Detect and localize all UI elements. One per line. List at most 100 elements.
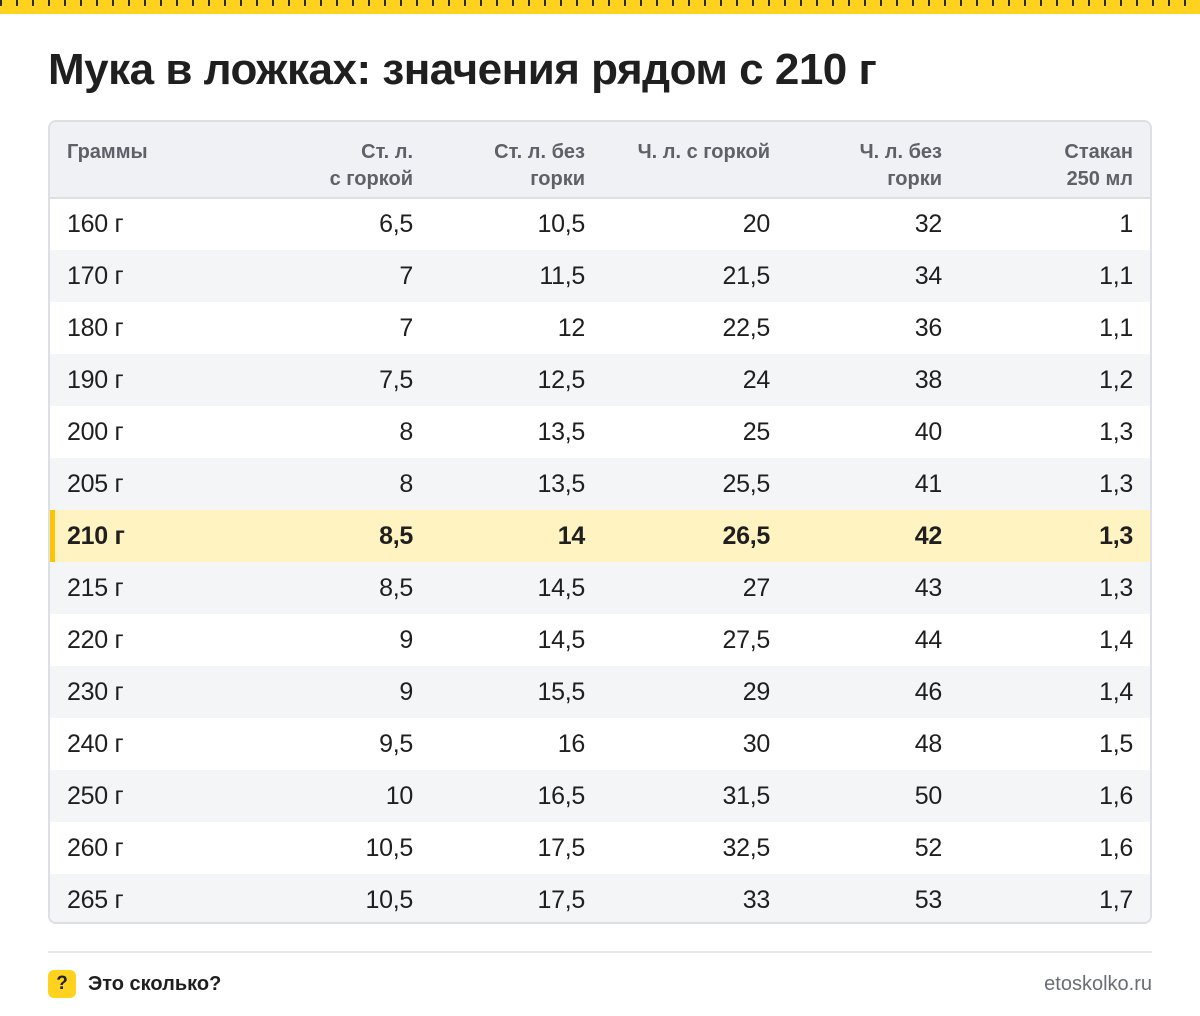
table-cell: 14,5: [537, 625, 586, 654]
page-title: Мука в ложках: значения рядом с 210 г: [48, 45, 877, 94]
table-cell: 29: [742, 677, 771, 706]
column-header: Стакан 250 мл: [1064, 141, 1133, 190]
table-cell: 40: [914, 417, 943, 446]
table-cell: 13,5: [537, 469, 586, 498]
table-body: 160 г 6,5 10,5 20 32 1 170 г 7 11,5 21,5 34 1,1 180 …: [50, 198, 1150, 922]
table-cell: 9,5: [379, 729, 413, 758]
table-cell: 16,5: [537, 781, 586, 810]
table-cell: 210 г: [50, 510, 250, 562]
table-cell: 260 г: [67, 833, 124, 862]
table-cell: 265 г: [67, 885, 124, 914]
table-row: 180 г 7 12 22,5 36 1,1: [50, 302, 1150, 354]
table-cell: 20: [742, 210, 771, 238]
column-header: Ч. л. без горки: [859, 141, 942, 190]
table-row: 240 г 9,5 16 30 48 1,5: [50, 718, 1150, 770]
question-mark-icon: ?: [48, 970, 76, 998]
table-cell: 1,1: [1099, 261, 1133, 290]
table-cell: 36: [914, 313, 943, 342]
table-cell: 200 г: [67, 417, 124, 446]
table-cell: 43: [914, 573, 943, 602]
table-cell: 32,5: [722, 833, 771, 862]
table-row: 200 г 8 13,5 25 40 1,3: [50, 406, 1150, 458]
table-cell: 1,6: [1099, 781, 1133, 810]
column-header: Граммы: [67, 141, 148, 163]
table-cell: 52: [914, 833, 943, 862]
table-cell: 1,3: [1099, 417, 1133, 446]
table-cell: 10,5: [365, 833, 414, 862]
table-cell: 30: [742, 729, 771, 758]
table-cell: 8,5: [379, 573, 413, 602]
column-header: Ч. л. с горкой: [637, 141, 770, 163]
table-cell: 34: [914, 261, 943, 290]
table-row: 265 г 10,5 17,5 33 53 1,7: [50, 874, 1150, 922]
table-cell: 8,5: [379, 521, 413, 550]
table-row: 205 г 8 13,5 25,5 41 1,3: [50, 458, 1150, 510]
table-cell: 1,4: [1099, 625, 1133, 654]
table-cell: 50: [914, 781, 943, 810]
table-row: 170 г 7 11,5 21,5 34 1,1: [50, 250, 1150, 302]
table-cell: 250 г: [67, 781, 124, 810]
table-cell: 26,5: [722, 521, 771, 550]
footer-divider: [48, 951, 1152, 953]
table-cell: 25: [742, 417, 771, 446]
conversion-table: Граммы Ст. л. с горкой Ст. л. без горки Ч. …: [48, 120, 1152, 924]
table-cell: 41: [914, 469, 943, 498]
table-cell: 42: [914, 521, 943, 550]
table-cell: 220 г: [67, 625, 124, 654]
table-cell: 48: [914, 729, 943, 758]
table-cell: 10,5: [537, 210, 586, 238]
table-cell: 33: [742, 885, 771, 914]
table-cell: 205 г: [67, 469, 124, 498]
table-cell: 215 г: [67, 573, 124, 602]
table-cell: 1,2: [1099, 365, 1133, 394]
table-cell: 8: [399, 469, 413, 498]
table-cell: 1: [1119, 210, 1133, 238]
table-cell: 31,5: [722, 781, 771, 810]
table-cell: 9: [399, 677, 413, 706]
table-cell: 12: [557, 313, 586, 342]
table-cell: 1,7: [1099, 885, 1133, 914]
table-cell: 32: [914, 210, 943, 238]
table-cell: 7: [399, 261, 413, 290]
table-cell: 38: [914, 365, 943, 394]
table-cell: 1,3: [1099, 521, 1133, 550]
table-cell: 12,5: [537, 365, 586, 394]
column-header: Ст. л. без горки: [494, 141, 585, 190]
table-row: 215 г 8,5 14,5 27 43 1,3: [50, 562, 1150, 614]
table-cell: 10: [385, 781, 414, 810]
table-cell: 46: [914, 677, 943, 706]
table-cell: 44: [914, 625, 943, 654]
table-cell: 7: [399, 313, 413, 342]
table-cell: 240 г: [67, 729, 124, 758]
ruler-decoration: [0, 0, 1200, 14]
table-cell: 1,3: [1099, 469, 1133, 498]
table-row-highlighted: 210 г 8,5 14 26,5 42 1,3: [50, 510, 1150, 562]
table-cell: 24: [742, 365, 771, 394]
table-cell: 53: [914, 885, 943, 914]
table-cell: 1,3: [1099, 573, 1133, 602]
table-cell: 14,5: [537, 573, 586, 602]
table-cell: 1,5: [1099, 729, 1133, 758]
table-cell: 10,5: [365, 885, 414, 914]
table-cell: 1,1: [1099, 313, 1133, 342]
table-cell: 25,5: [722, 469, 771, 498]
table-cell: 190 г: [67, 365, 124, 394]
table-row: 250 г 10 16,5 31,5 50 1,6: [50, 770, 1150, 822]
brand-name: Это сколько?: [88, 972, 222, 995]
table-cell: 1,6: [1099, 833, 1133, 862]
table-cell: 180 г: [67, 313, 124, 342]
table-cell: 15,5: [537, 677, 586, 706]
table-cell: 11,5: [539, 261, 585, 290]
table-row: 230 г 9 15,5 29 46 1,4: [50, 666, 1150, 718]
table-cell: 170 г: [67, 261, 124, 290]
table-cell: 13,5: [537, 417, 586, 446]
table-cell: 160 г: [67, 210, 124, 238]
table-cell: 6,5: [379, 210, 413, 238]
table-cell: 230 г: [67, 677, 124, 706]
table-cell: 14: [557, 521, 586, 550]
table-cell: 7,5: [379, 365, 413, 394]
table-cell: 27: [742, 573, 771, 602]
table-cell: 16: [557, 729, 586, 758]
brand: ? Это сколько?: [48, 970, 221, 998]
table-cell: 21,5: [722, 261, 771, 290]
